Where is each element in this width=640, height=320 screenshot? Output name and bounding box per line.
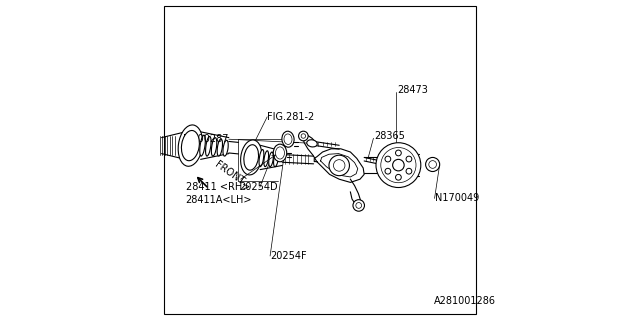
- Ellipse shape: [241, 140, 262, 175]
- Ellipse shape: [244, 145, 259, 170]
- Text: 28473: 28473: [397, 84, 428, 95]
- Text: N170049: N170049: [435, 193, 479, 204]
- Ellipse shape: [205, 136, 211, 156]
- Ellipse shape: [264, 151, 269, 167]
- Circle shape: [396, 150, 401, 156]
- Text: M000287: M000287: [183, 134, 229, 144]
- Circle shape: [426, 157, 440, 172]
- Circle shape: [329, 155, 349, 176]
- Ellipse shape: [307, 140, 317, 147]
- Text: FRONT: FRONT: [213, 160, 246, 187]
- Circle shape: [406, 168, 412, 174]
- Circle shape: [376, 143, 421, 188]
- Ellipse shape: [200, 135, 205, 156]
- Ellipse shape: [273, 144, 287, 162]
- Ellipse shape: [178, 125, 203, 166]
- Ellipse shape: [282, 131, 294, 147]
- Circle shape: [396, 174, 401, 180]
- Text: 28365: 28365: [374, 131, 404, 141]
- Text: 20254D: 20254D: [239, 182, 278, 192]
- Ellipse shape: [223, 140, 228, 156]
- Text: 20254F: 20254F: [270, 251, 307, 261]
- Circle shape: [385, 156, 391, 162]
- Ellipse shape: [273, 153, 278, 167]
- Ellipse shape: [181, 131, 200, 161]
- Circle shape: [385, 168, 391, 174]
- Ellipse shape: [382, 161, 390, 166]
- Text: 28411 <RH>: 28411 <RH>: [186, 182, 250, 192]
- Circle shape: [353, 200, 365, 211]
- Circle shape: [406, 156, 412, 162]
- Text: 28411A<LH>: 28411A<LH>: [186, 195, 252, 205]
- Ellipse shape: [259, 149, 264, 167]
- Text: A281001286: A281001286: [434, 296, 495, 306]
- Ellipse shape: [211, 138, 217, 156]
- Ellipse shape: [269, 152, 273, 167]
- Text: FIG.281-2: FIG.281-2: [268, 112, 314, 122]
- Circle shape: [298, 131, 308, 141]
- Ellipse shape: [217, 139, 223, 156]
